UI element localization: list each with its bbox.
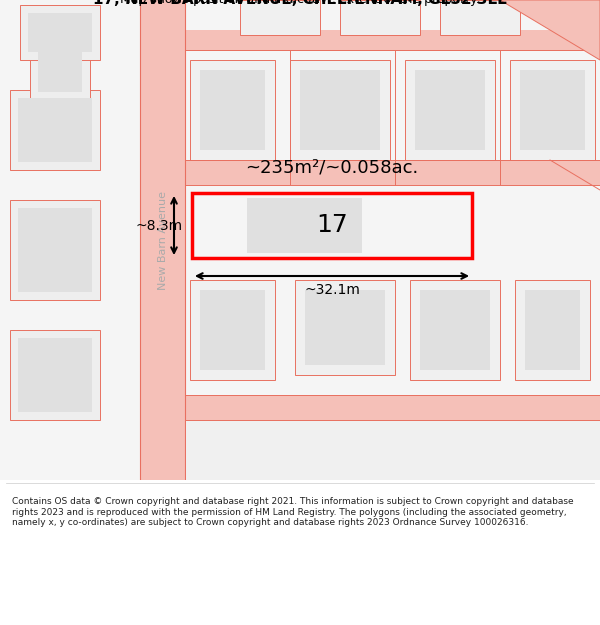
Bar xyxy=(520,70,585,150)
Bar xyxy=(18,338,92,412)
Bar xyxy=(20,5,100,60)
Bar xyxy=(525,290,580,370)
Text: 17: 17 xyxy=(316,214,348,238)
Bar xyxy=(30,30,90,100)
Bar xyxy=(247,198,362,253)
Bar xyxy=(300,70,380,150)
Bar xyxy=(192,193,472,258)
Bar xyxy=(515,280,590,380)
Text: Contains OS data © Crown copyright and database right 2021. This information is : Contains OS data © Crown copyright and d… xyxy=(12,498,574,528)
Text: Map shows position and indicative extent of the property.: Map shows position and indicative extent… xyxy=(120,0,480,6)
Text: ~32.1m: ~32.1m xyxy=(304,283,360,297)
Bar xyxy=(185,395,600,420)
Bar xyxy=(420,290,490,370)
Bar xyxy=(18,208,92,292)
Bar xyxy=(10,200,100,300)
Bar xyxy=(200,70,265,150)
Bar xyxy=(415,70,485,150)
Bar xyxy=(290,60,390,160)
Text: New Barn Avenue: New Barn Avenue xyxy=(157,191,167,289)
Bar xyxy=(28,13,92,52)
Bar xyxy=(190,60,275,160)
Bar xyxy=(295,280,395,375)
Bar xyxy=(140,0,185,480)
Bar xyxy=(405,60,495,160)
Bar xyxy=(10,330,100,420)
Bar xyxy=(240,0,320,35)
Bar xyxy=(185,160,600,185)
Bar xyxy=(185,30,600,50)
Bar xyxy=(410,280,500,380)
Text: ~235m²/~0.058ac.: ~235m²/~0.058ac. xyxy=(245,159,419,177)
Bar xyxy=(200,290,265,370)
Polygon shape xyxy=(500,0,600,60)
Bar xyxy=(440,0,520,35)
Text: 17, NEW BARN AVENUE, CHELTENHAM, GL52 3LL: 17, NEW BARN AVENUE, CHELTENHAM, GL52 3L… xyxy=(93,0,507,8)
Bar xyxy=(18,98,92,162)
Bar xyxy=(340,0,420,35)
Text: ~8.3m: ~8.3m xyxy=(136,219,182,232)
Bar xyxy=(10,90,100,170)
Bar xyxy=(305,290,385,365)
Bar xyxy=(192,193,472,258)
Bar xyxy=(38,38,82,92)
Bar xyxy=(185,420,600,480)
Bar xyxy=(190,280,275,380)
Bar xyxy=(510,60,595,160)
